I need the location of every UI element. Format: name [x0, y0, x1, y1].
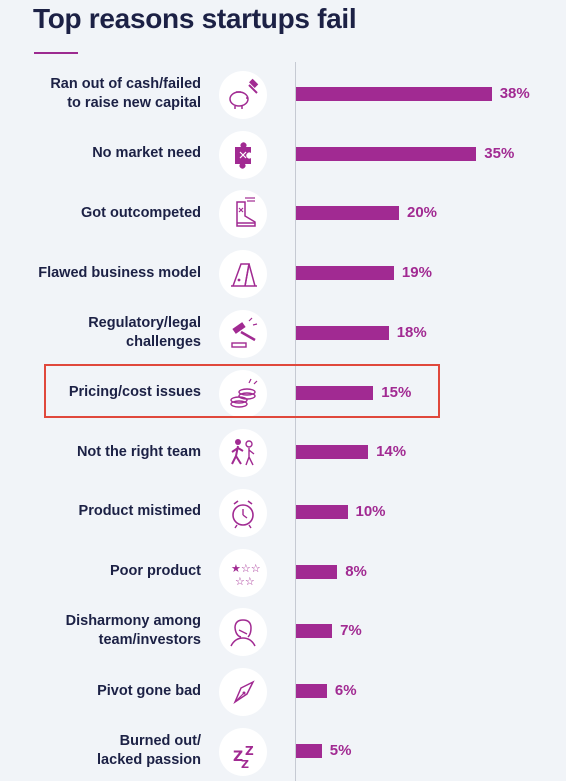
value-label: 8%: [345, 562, 367, 580]
frustrated-person-icon: [219, 608, 267, 657]
chart-row: Disharmony among team/investors 7%: [0, 601, 566, 661]
category-label: Regulatory/legal challenges: [88, 314, 201, 350]
value-label: 38%: [499, 85, 530, 102]
gavel-icon: [219, 309, 267, 358]
page-title: Top reasons startups fail: [33, 3, 357, 34]
bar: [296, 325, 389, 340]
bar: [296, 87, 492, 101]
chart-row: Flawed business model 19%: [0, 243, 566, 303]
bar: [296, 743, 322, 758]
chart-row: Got outcompeted 20%: [0, 183, 566, 243]
svg-text:Z: Z: [245, 744, 254, 758]
chart-row: Pivot gone bad 6%: [0, 661, 566, 721]
bar: [296, 684, 327, 698]
pen-nib-icon: [219, 668, 267, 716]
category-label: Got outcompeted: [80, 204, 201, 221]
svg-text:Z: Z: [233, 749, 243, 765]
category-label: Pivot gone bad: [97, 682, 201, 699]
category-label: Product mistimed: [78, 503, 201, 520]
value-label: 35%: [484, 144, 515, 162]
chart-row: Ran out of cash/failed to raise new capi…: [0, 64, 566, 124]
puzzle-piece-icon: [219, 130, 267, 179]
bar: [296, 445, 369, 460]
star-rating-icon: ★☆☆ ☆☆: [219, 548, 267, 597]
bar: [296, 206, 399, 221]
coin-stack-icon: [219, 369, 267, 418]
chart-row: Product mistimed 10%: [0, 482, 566, 542]
chart-axis-line: [295, 62, 296, 781]
category-label: Disharmony among team/investors: [65, 613, 201, 649]
sneaker-icon: [219, 190, 267, 239]
house-of-cards-icon: [219, 250, 267, 299]
svg-text:Z: Z: [241, 758, 249, 771]
category-label: Not the right team: [76, 443, 201, 460]
chart-row: Poor product ★☆☆ ☆☆ 8%: [0, 542, 566, 602]
chart-row: Pricing/cost issues 15%: [0, 363, 566, 423]
category-label: Ran out of cash/failed to raise new capi…: [50, 76, 201, 111]
alarm-clock-icon: [219, 488, 267, 537]
value-label: 18%: [396, 323, 427, 341]
category-label: Pricing/cost issues: [68, 384, 201, 400]
svg-text:★☆☆: ★☆☆: [231, 562, 261, 575]
value-label: 10%: [355, 502, 386, 520]
bar: [296, 266, 394, 281]
value-label: 19%: [401, 264, 432, 282]
value-label: 7%: [340, 622, 362, 640]
bar: [296, 504, 348, 519]
value-label: 15%: [381, 383, 412, 401]
bar: [296, 624, 333, 639]
piggy-bank-hammer-icon: [219, 71, 267, 119]
svg-text:☆☆: ☆☆: [235, 575, 255, 588]
chart-row: Regulatory/legal challenges 18%: [0, 303, 566, 363]
category-label: Flawed business model: [38, 264, 201, 281]
bar: [296, 146, 477, 161]
category-label: No market need: [92, 145, 201, 162]
value-label: 20%: [407, 204, 438, 222]
chart-row: No market need 35%: [0, 124, 566, 184]
bar: [296, 385, 374, 400]
value-label: 6%: [334, 682, 357, 699]
title-underline: [34, 52, 78, 54]
bar: [296, 564, 338, 579]
category-label: Poor product: [109, 563, 201, 580]
walking-people-icon: [219, 429, 267, 478]
value-label: 14%: [376, 443, 407, 461]
category-label: Burned out/ lacked passion: [97, 732, 201, 768]
highlight-box: [44, 364, 440, 418]
chart-row: Burned out/ lacked passion Z Z Z 5%: [0, 721, 566, 781]
chart-row: Not the right team 14%: [0, 422, 566, 482]
value-label: 5%: [329, 741, 352, 759]
